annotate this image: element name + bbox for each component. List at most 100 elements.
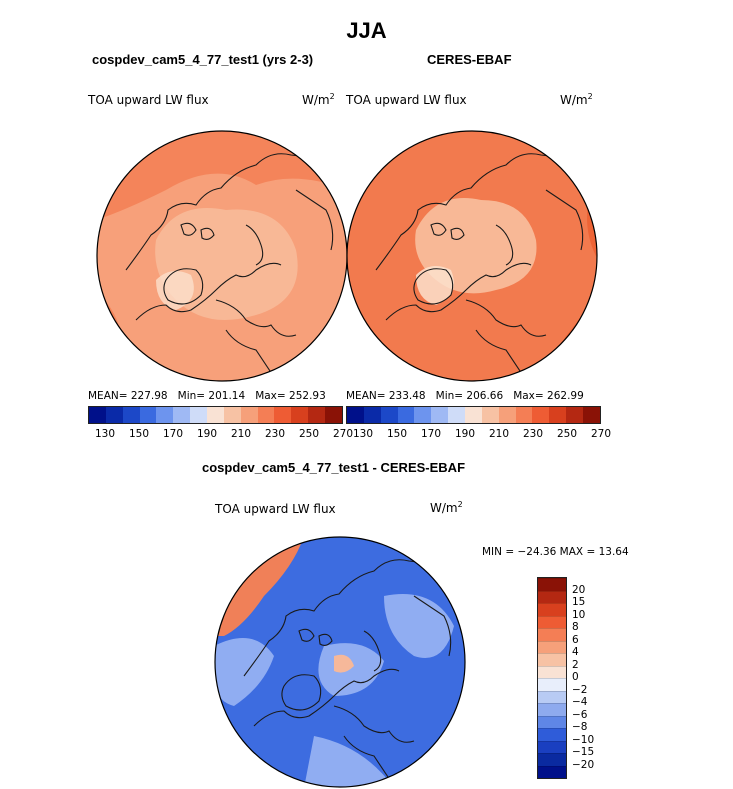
model-colorbar-tick-label: 130 <box>94 428 116 440</box>
diff-colorbar-swatch <box>538 628 566 641</box>
model-colorbar-swatch <box>207 407 224 423</box>
obs-panel-title: CERES-EBAF <box>427 52 512 67</box>
obs-colorbar-tick-label: 150 <box>386 428 408 440</box>
obs-colorbar <box>346 406 601 424</box>
season-title: JJA <box>346 18 387 43</box>
model-colorbar-swatch <box>308 407 326 423</box>
model-colorbar-tick-label: 250 <box>298 428 320 440</box>
diff-colorbar-swatch <box>538 590 566 603</box>
obs-stats: MEAN= 233.48 Min= 206.66 Max= 262.99 <box>346 390 584 402</box>
diff-colorbar-tick-label: −6 <box>572 708 588 721</box>
diff-colorbar-swatch <box>538 690 566 703</box>
diff-colorbar-tick-label: 2 <box>572 658 579 671</box>
model-stats: MEAN= 227.98 Min= 201.14 Max= 252.93 <box>88 390 326 402</box>
obs-colorbar-swatch <box>414 407 432 423</box>
diff-colorbar-tick-label: −4 <box>572 696 588 708</box>
obs-colorbar-swatch <box>380 407 398 423</box>
model-field-name: TOA upward LW flux <box>88 93 209 107</box>
diff-colorbar-tick-label: 6 <box>572 633 579 646</box>
diff-colorbar-swatch <box>538 703 566 716</box>
obs-colorbar-swatch <box>347 407 364 423</box>
obs-colorbar-tick-label: 190 <box>454 428 476 440</box>
obs-colorbar-tick-label: 230 <box>522 428 544 440</box>
diff-colorbar-tick-label: 8 <box>572 621 579 633</box>
diff-colorbar-tick-label: −8 <box>572 721 588 733</box>
diff-colorbar-tick-label: 20 <box>572 583 586 596</box>
model-colorbar-swatch <box>257 407 275 423</box>
obs-colorbar-swatch <box>448 407 466 423</box>
diff-colorbar-tick-label: 4 <box>572 646 579 658</box>
model-colorbar-tick-label: 190 <box>196 428 218 440</box>
obs-colorbar-tick-label: 130 <box>352 428 374 440</box>
model-units: W/m2 <box>302 92 335 107</box>
diff-colorbar-tick-label: −20 <box>572 758 595 771</box>
obs-colorbar-labels: 130 150 170 190 210 230 250 270 <box>346 428 611 442</box>
diff-field-name: TOA upward LW flux <box>215 502 336 516</box>
diff-colorbar-swatch <box>538 640 566 653</box>
diff-colorbar-swatch <box>538 715 566 728</box>
model-colorbar-tick-label: 210 <box>230 428 252 440</box>
model-colorbar-swatch <box>274 407 292 423</box>
model-colorbar-swatch <box>105 407 123 423</box>
obs-colorbar-swatch <box>397 407 415 423</box>
diff-colorbar-tick-label: −10 <box>572 733 595 746</box>
model-colorbar-swatch <box>291 407 309 423</box>
obs-map <box>346 130 598 382</box>
model-colorbar-swatch <box>325 407 342 423</box>
diff-colorbar-swatch <box>538 728 566 741</box>
model-colorbar-tick-label: 170 <box>162 428 184 440</box>
diff-units: W/m2 <box>430 500 463 515</box>
obs-colorbar-swatch <box>549 407 567 423</box>
obs-colorbar-swatch <box>583 407 600 423</box>
diff-map-border <box>214 536 466 788</box>
obs-colorbar-swatch <box>431 407 449 423</box>
model-colorbar-swatch <box>223 407 241 423</box>
obs-colorbar-tick-label: 250 <box>556 428 578 440</box>
model-colorbar-swatch <box>190 407 208 423</box>
obs-colorbar-tick-label: 270 <box>590 428 612 440</box>
diff-colorbar-swatch <box>538 653 566 666</box>
model-map <box>96 130 348 382</box>
obs-map-border <box>346 130 598 382</box>
diff-colorbar-swatch <box>538 753 566 766</box>
obs-colorbar-swatch <box>515 407 533 423</box>
diff-colorbar-tick-label: 10 <box>572 608 586 621</box>
model-colorbar-swatch <box>89 407 106 423</box>
diff-colorbar-swatch <box>538 740 566 753</box>
diff-colorbar-swatch <box>538 615 566 628</box>
diff-colorbar-swatch <box>538 578 566 591</box>
obs-field-name: TOA upward LW flux <box>346 93 467 107</box>
diff-colorbar-tick-label: −2 <box>572 683 588 696</box>
model-colorbar-swatch <box>156 407 174 423</box>
diff-colorbar-swatch <box>538 665 566 678</box>
obs-colorbar-tick-label: 170 <box>420 428 442 440</box>
model-colorbar-swatch <box>139 407 157 423</box>
diff-colorbar-swatch <box>538 678 566 691</box>
model-colorbar-swatch <box>122 407 140 423</box>
diff-colorbar-tick-label: 15 <box>572 596 586 608</box>
obs-colorbar-tick-label: 210 <box>488 428 510 440</box>
obs-colorbar-swatch <box>532 407 550 423</box>
diff-colorbar-swatch <box>538 765 566 778</box>
diff-map <box>214 536 466 788</box>
diff-panel-title: cospdev_cam5_4_77_test1 - CERES-EBAF <box>202 460 466 475</box>
obs-colorbar-swatch <box>481 407 499 423</box>
obs-colorbar-swatch <box>566 407 584 423</box>
diff-colorbar-tick-label: −15 <box>572 746 595 758</box>
model-colorbar-labels: 130 150 170 190 210 230 250 270 <box>88 428 353 442</box>
obs-colorbar-swatch <box>363 407 381 423</box>
obs-colorbar-swatch <box>498 407 516 423</box>
diff-colorbar <box>537 577 567 779</box>
obs-units: W/m2 <box>560 92 593 107</box>
obs-colorbar-swatch <box>465 407 482 423</box>
model-coastlines <box>125 149 334 381</box>
model-colorbar-swatch <box>240 407 258 423</box>
model-panel-title: cospdev_cam5_4_77_test1 (yrs 2-3) <box>92 52 314 67</box>
diff-coastlines <box>243 555 452 787</box>
model-colorbar-swatch <box>173 407 191 423</box>
model-colorbar-tick-label: 230 <box>264 428 286 440</box>
diff-minmax: MIN = −24.36 MAX = 13.64 <box>482 546 629 558</box>
model-colorbar <box>88 406 343 424</box>
model-colorbar-tick-label: 150 <box>128 428 150 440</box>
diff-colorbar-swatch <box>538 603 566 616</box>
